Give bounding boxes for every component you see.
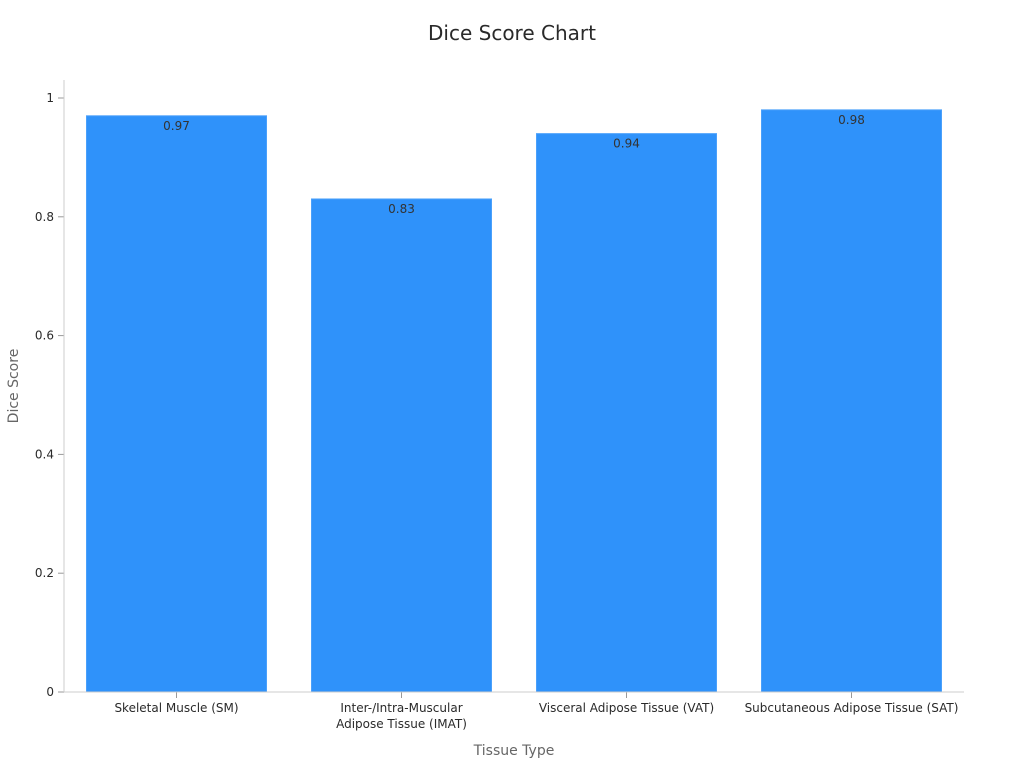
y-tick-label: 0.4 — [35, 447, 54, 461]
x-tick-label: Inter-/Intra-Muscular — [340, 701, 462, 715]
bar-value-label: 0.94 — [613, 137, 640, 151]
x-axis-ticks: Skeletal Muscle (SM) Inter-/Intra-Muscula… — [114, 692, 958, 731]
y-tick-label: 0.6 — [35, 329, 54, 343]
bar — [536, 133, 717, 693]
y-axis-ticks: 0 0.2 0.4 0.6 0.8 1 — [35, 91, 64, 699]
y-axis-title: Dice Score — [6, 349, 22, 424]
chart-title: Dice Score Chart — [428, 21, 596, 45]
y-tick-label: 1 — [46, 91, 54, 105]
y-tick-label: 0.2 — [35, 566, 54, 580]
x-axis-title: Tissue Type — [473, 743, 555, 759]
y-tick-label: 0.8 — [35, 210, 54, 224]
x-tick-label: Visceral Adipose Tissue (VAT) — [539, 701, 714, 715]
bar — [761, 109, 942, 693]
x-tick-label: Adipose Tissue (IMAT) — [336, 717, 467, 731]
bar-value-label: 0.97 — [163, 119, 190, 133]
x-tick-label: Skeletal Muscle (SM) — [114, 701, 238, 715]
bar-value-label: 0.83 — [388, 202, 415, 216]
bars-group — [86, 109, 942, 693]
y-tick-label: 0 — [46, 685, 54, 699]
bar — [86, 115, 267, 693]
bar — [311, 198, 492, 693]
x-tick-label: Subcutaneous Adipose Tissue (SAT) — [745, 701, 959, 715]
bar-value-label: 0.98 — [838, 113, 865, 127]
data-labels-group: 0.97 0.83 0.94 0.98 — [163, 113, 865, 216]
